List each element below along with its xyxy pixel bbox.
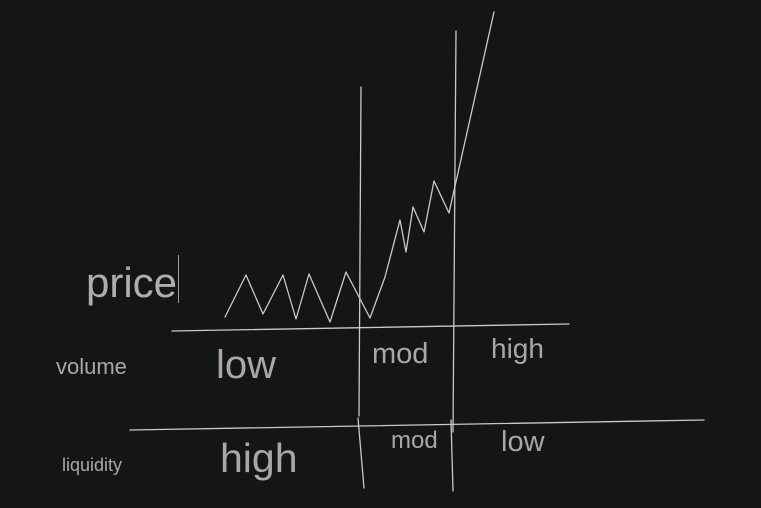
volume-label: volume: [56, 354, 127, 379]
divider-bottom: [129, 419, 705, 431]
liquidity-low-cell: low: [501, 426, 545, 458]
price-label: price: [86, 259, 178, 306]
divider-right-vertical-lower: [450, 419, 454, 492]
liquidity-label: liquidity: [62, 455, 123, 475]
divider-top: [171, 323, 570, 332]
volume-mod-cell: mod: [372, 338, 429, 370]
divider-left-vertical-lower: [357, 417, 365, 489]
volume-high-cell: high: [491, 333, 544, 364]
divider-right-vertical: [452, 30, 457, 433]
text-cursor: [178, 255, 179, 303]
liquidity-high-cell: high: [220, 435, 298, 481]
volume-low-cell: low: [216, 343, 277, 387]
price-path: [224, 11, 495, 323]
divider-left-vertical: [358, 86, 362, 417]
liquidity-mod-cell: mod: [391, 427, 438, 454]
